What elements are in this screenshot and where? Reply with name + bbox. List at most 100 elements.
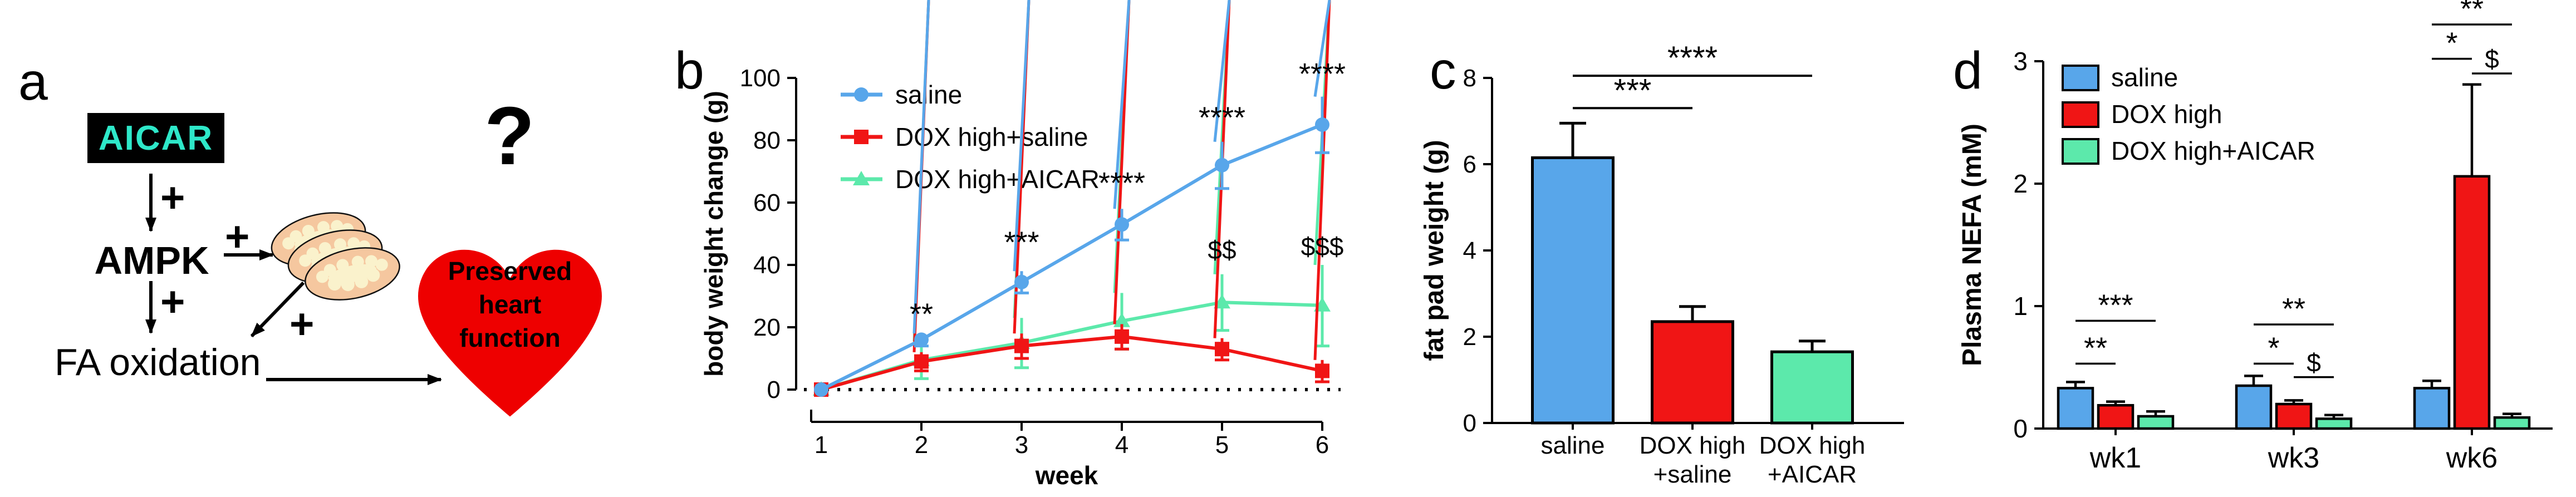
x-tick-label: wk6	[2446, 442, 2498, 474]
panel-b-letter: b	[675, 41, 704, 100]
error-bar-cap	[1313, 0, 1331, 360]
bar	[2137, 415, 2175, 430]
panel-d-letter: d	[1953, 41, 1983, 100]
y-tick-label: 8	[1463, 65, 1476, 92]
series-line	[820, 123, 1323, 391]
y-tick-label: 20	[753, 314, 781, 341]
series-marker	[1014, 274, 1029, 289]
series-marker	[914, 354, 929, 369]
body-weight-change-chart: 0 20 40 60 80 100 body weight change (g) 1 2 3 4 5 6…	[699, 0, 1346, 490]
legend-label: DOX high	[2111, 100, 2222, 129]
x-tick-label: saline	[1541, 432, 1605, 459]
x-tick-label: 2	[915, 431, 928, 459]
aicar-label: AICAR	[98, 119, 214, 158]
panel-c-letter: c	[1430, 41, 1456, 100]
series-line	[821, 334, 1323, 391]
series-dox-high-aicar	[813, 0, 1331, 396]
significance-label: **	[2460, 0, 2484, 26]
bar	[1770, 350, 1854, 425]
aicar-box: AICAR	[87, 113, 224, 163]
series-saline	[814, 0, 1331, 397]
x-tick-label: +AICAR	[1768, 461, 1857, 488]
x-tick-label: 4	[1115, 431, 1128, 459]
series-marker	[1115, 329, 1129, 344]
bar	[2315, 417, 2353, 430]
x-tick-label: wk3	[2268, 442, 2319, 474]
y-tick-label: 0	[2013, 414, 2028, 443]
y-tick-label: 6	[1463, 151, 1476, 178]
heart-icon	[418, 249, 602, 417]
y-axis-title: Plasma NEFA (mM)	[1957, 124, 1987, 366]
y-tick-label: 0	[767, 376, 781, 403]
series-line	[821, 301, 1323, 391]
series-marker	[1014, 338, 1029, 353]
significance-label: ****	[1098, 166, 1145, 200]
legend-label: DOX high+AICAR	[895, 165, 1100, 194]
significance-label: **	[2084, 331, 2107, 365]
y-axis-title: body weight change (g)	[699, 91, 728, 377]
bar	[2097, 403, 2135, 430]
series-marker	[1215, 342, 1229, 357]
plot-area: 0 20 40 60 80 100 body weight change (g) 1 2 3 4 5 6…	[699, 65, 1341, 490]
series-marker	[1215, 158, 1229, 173]
significance-label: $$	[1208, 235, 1236, 264]
mitochondria-icon	[265, 203, 405, 309]
legend-label: saline	[895, 80, 962, 109]
significance-label: *	[2268, 331, 2279, 365]
series-marker	[1113, 312, 1130, 327]
panel-b: b 0 20 40 60 80 100 body weight change (g) 1 2 3 4…	[657, 0, 1414, 497]
x-tick-label: 5	[1215, 431, 1229, 459]
series-marker	[1315, 117, 1329, 132]
x-tick-label: 3	[1015, 431, 1028, 459]
series-marker	[854, 87, 869, 102]
y-tick-label: 2	[2013, 169, 2028, 198]
pathway-art	[145, 174, 602, 417]
plus-sign: +	[160, 174, 185, 222]
y-tick-label: 80	[753, 127, 781, 154]
plus-sign: +	[290, 301, 315, 348]
significance-label: $	[2307, 348, 2321, 377]
heart-caption-line: function	[459, 323, 561, 352]
heart-caption-line: heart	[478, 289, 542, 319]
legend-label: DOX high+AICAR	[2111, 136, 2315, 165]
y-tick-label: 0	[1463, 410, 1476, 437]
significance-label: **	[910, 297, 933, 331]
bar	[2493, 416, 2531, 430]
series-marker	[814, 382, 828, 397]
legend-swatch	[2062, 65, 2099, 91]
x-tick-label: +saline	[1653, 461, 1732, 488]
legend: saline DOX high DOX high+AICAR	[2062, 63, 2315, 165]
pathway-arrows	[145, 174, 442, 385]
y-tick-label: 2	[1463, 323, 1476, 351]
y-axis-title: fat pad weight (g)	[1420, 140, 1449, 361]
error-bar-cap	[1313, 0, 1331, 97]
error-bar-cap	[1013, 0, 1031, 272]
ampk-label: AMPK	[94, 239, 209, 282]
significance-label: **	[2282, 292, 2305, 326]
series-marker	[853, 171, 870, 185]
question-mark: ?	[484, 90, 535, 182]
y-tick-label: 60	[753, 189, 781, 216]
fa-oxidation-label: FA oxidation	[55, 341, 261, 383]
bar	[1531, 156, 1615, 425]
legend-swatch	[2062, 101, 2099, 128]
panel-d: d 0 1 2 3 Plasma NEFA (mM) wk1 wk3 wk6 ** *** * ** $…	[1949, 0, 2576, 497]
y-tick-label: 1	[2013, 292, 2028, 321]
series-marker	[854, 130, 869, 144]
significance-label: $	[2485, 45, 2499, 73]
significance-label: *	[2446, 27, 2457, 60]
bar	[1651, 320, 1734, 425]
bar	[2235, 384, 2273, 430]
legend: saline DOX high+saline DOX high+AICAR	[841, 80, 1100, 194]
panel-c: c 0 2 4 6 8 fat pad weight (g) saline DOX high +…	[1414, 0, 1949, 497]
legend-swatch	[2062, 138, 2099, 165]
series-marker	[1214, 294, 1230, 309]
y-tick-label: 4	[1463, 237, 1476, 264]
x-tick-label: 6	[1316, 431, 1329, 459]
error-bar-cap	[912, 0, 930, 334]
